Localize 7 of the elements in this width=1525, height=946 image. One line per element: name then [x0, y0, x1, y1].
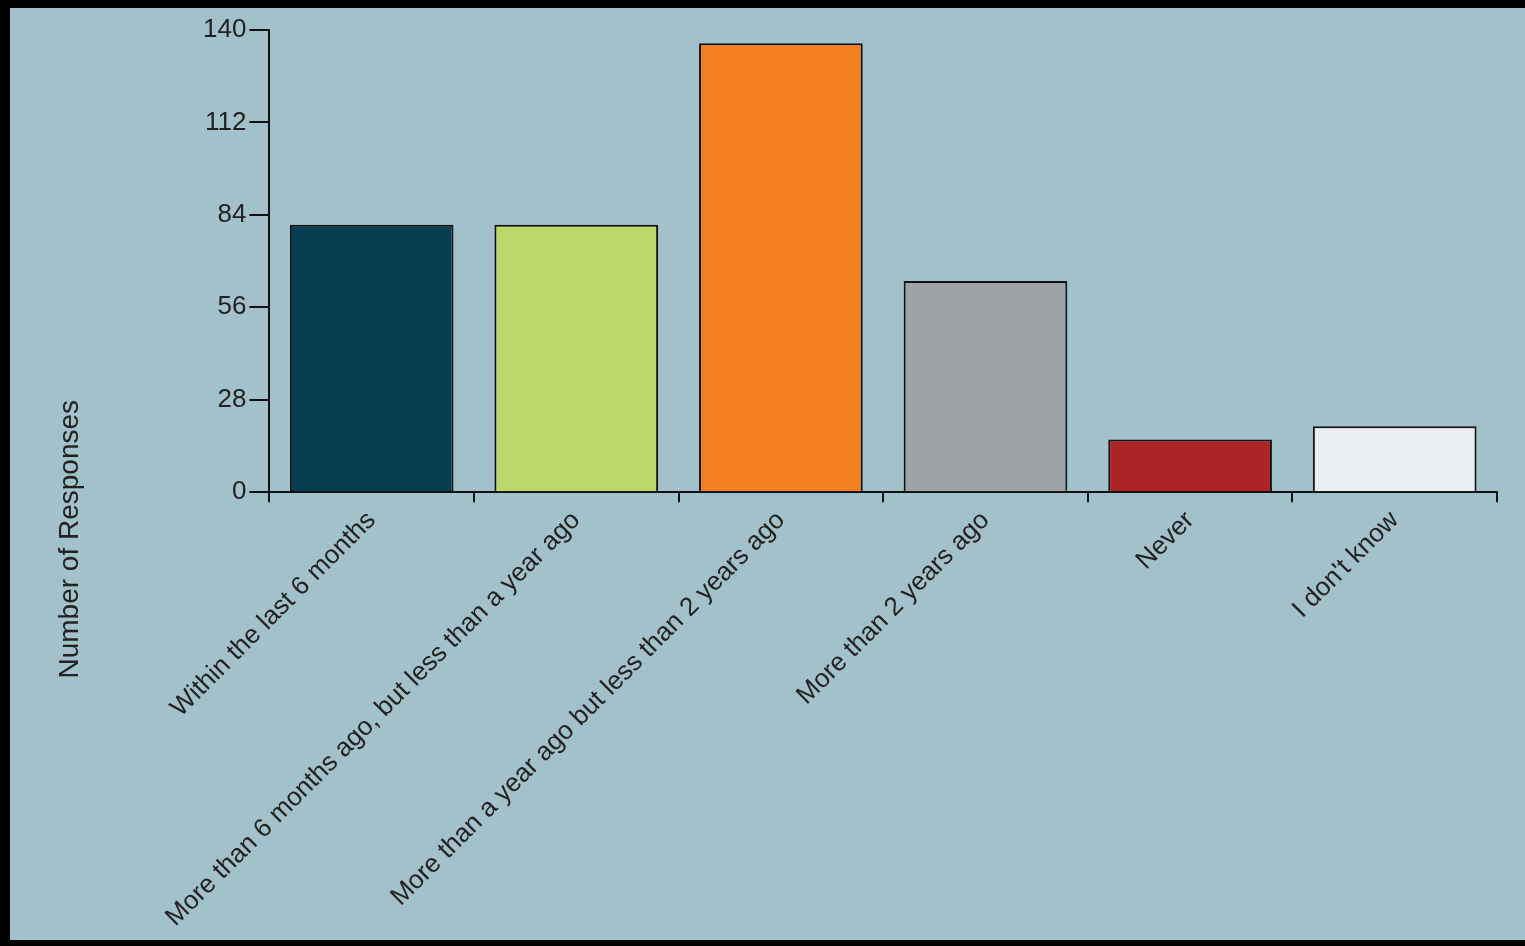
- y-tick-label: 28: [217, 382, 247, 413]
- y-tick-label: 112: [204, 105, 247, 136]
- y-tick-label: 140: [202, 13, 247, 44]
- y-tick-label: 56: [217, 290, 247, 321]
- y-tick-label: 84: [217, 198, 247, 229]
- y-axis-title: Number of Responses: [52, 399, 84, 679]
- y-tick-label: 0: [231, 475, 247, 506]
